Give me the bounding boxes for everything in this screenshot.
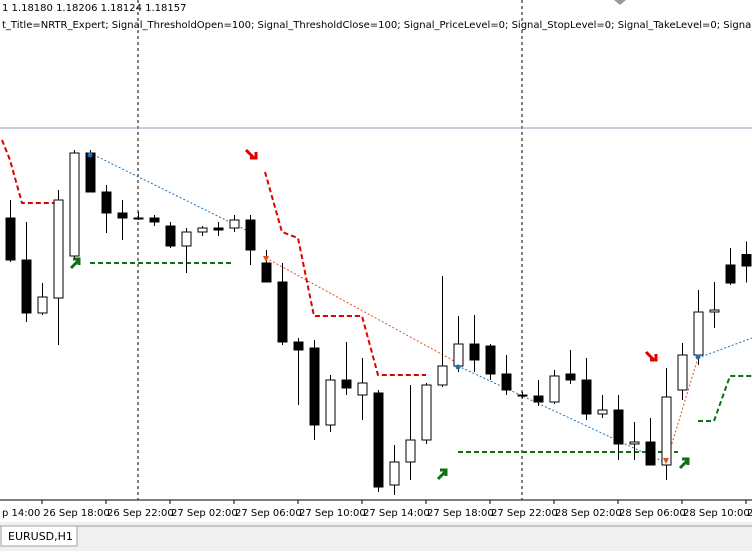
- candles: [5, 150, 752, 495]
- x-tick-label: 27 Sep 22:00: [491, 508, 558, 519]
- candle-body: [533, 395, 544, 403]
- swing-point: [455, 364, 461, 370]
- candle-body: [53, 199, 64, 299]
- candle-body: [373, 392, 384, 488]
- candle-body: [549, 375, 560, 403]
- chart-tab[interactable]: [0, 525, 78, 547]
- chart-tab-label[interactable]: EURUSD,H1: [8, 530, 73, 543]
- tab-bar: [0, 522, 752, 551]
- candle-body: [293, 341, 304, 351]
- candle-body: [437, 365, 448, 386]
- swing-point: [263, 256, 269, 262]
- candle-body: [501, 373, 512, 391]
- resistance-line: [264, 171, 426, 376]
- x-tick-label: 2: [747, 508, 752, 519]
- candle-body: [421, 384, 432, 441]
- candle-body: [309, 347, 320, 426]
- candle-body: [357, 382, 368, 396]
- time-axis: [0, 500, 752, 522]
- x-tick-label: 28 Sep 10:00: [683, 508, 750, 519]
- candle-body: [469, 343, 480, 361]
- zigzag-line: [697, 337, 752, 359]
- candle-body: [213, 227, 224, 231]
- sell-arrow: [244, 148, 258, 160]
- candle-body: [741, 254, 752, 267]
- candle-body: [245, 219, 256, 251]
- candle-body: [229, 219, 240, 229]
- candle-body: [5, 217, 16, 261]
- sell-arrow: [644, 350, 658, 362]
- candle-body: [389, 461, 400, 486]
- candle-body: [277, 281, 288, 343]
- scroll-marker: [614, 0, 626, 5]
- candle-body: [197, 227, 208, 233]
- x-tick-label: 27 Sep 18:00: [427, 508, 494, 519]
- candle-body: [181, 231, 192, 247]
- candle-body: [629, 441, 640, 445]
- x-tick-label: 27 Sep 02:00: [171, 508, 238, 519]
- buy-arrow: [436, 468, 448, 481]
- x-tick-label: 28 Sep 06:00: [619, 508, 686, 519]
- swing-point: [663, 458, 669, 464]
- signal-arrows: [69, 148, 701, 481]
- swing-point: [87, 152, 93, 158]
- candle-body: [21, 259, 32, 314]
- candle-body: [165, 225, 176, 247]
- buy-arrow: [69, 257, 81, 270]
- x-tick-label: 26 Sep 18:00: [43, 508, 110, 519]
- candle-body: [677, 354, 688, 391]
- x-tick-label: 27 Sep 14:00: [363, 508, 430, 519]
- candle-body: [149, 217, 160, 223]
- candle-body: [405, 439, 416, 463]
- candle-body: [725, 264, 736, 284]
- x-tick-label: 26 Sep 22:00: [107, 508, 174, 519]
- x-tick-label: 28 Sep 02:00: [555, 508, 622, 519]
- candle-body: [581, 379, 592, 415]
- resistance-line: [1, 139, 56, 204]
- candle-body: [565, 373, 576, 381]
- candle-body: [261, 262, 272, 283]
- candle-body: [453, 343, 464, 367]
- support-line: [698, 375, 752, 422]
- candle-body: [517, 394, 528, 397]
- x-tick-label: 27 Sep 10:00: [299, 508, 366, 519]
- candle-body: [85, 152, 96, 193]
- candle-body: [133, 217, 144, 220]
- buy-arrow: [678, 457, 690, 470]
- candle-body: [661, 396, 672, 466]
- nrtr-indicator: [1, 139, 752, 453]
- candle-body: [325, 379, 336, 426]
- candle-body: [597, 409, 608, 415]
- candle-body: [693, 311, 704, 356]
- candle-body: [117, 212, 128, 219]
- symbol-header: 1 1.18180 1.18206 1.18124 1.18157: [2, 3, 187, 14]
- candle-body: [341, 379, 352, 389]
- expert-parameters: t_Title=NRTR_Expert; Signal_ThresholdOpe…: [2, 20, 752, 31]
- candle-body: [709, 309, 720, 313]
- candle-body: [485, 345, 496, 375]
- x-tick-label: p 14:00: [2, 508, 40, 519]
- candle-body: [645, 441, 656, 466]
- x-tick-label: 27 Sep 06:00: [235, 508, 302, 519]
- zigzag: [89, 152, 752, 464]
- zigzag-line: [89, 152, 251, 233]
- candle-body: [613, 409, 624, 445]
- candle-body: [69, 152, 80, 257]
- candle-body: [101, 191, 112, 214]
- zigzag-line: [265, 257, 457, 363]
- swing-point: [695, 354, 701, 360]
- candle-body: [37, 296, 48, 314]
